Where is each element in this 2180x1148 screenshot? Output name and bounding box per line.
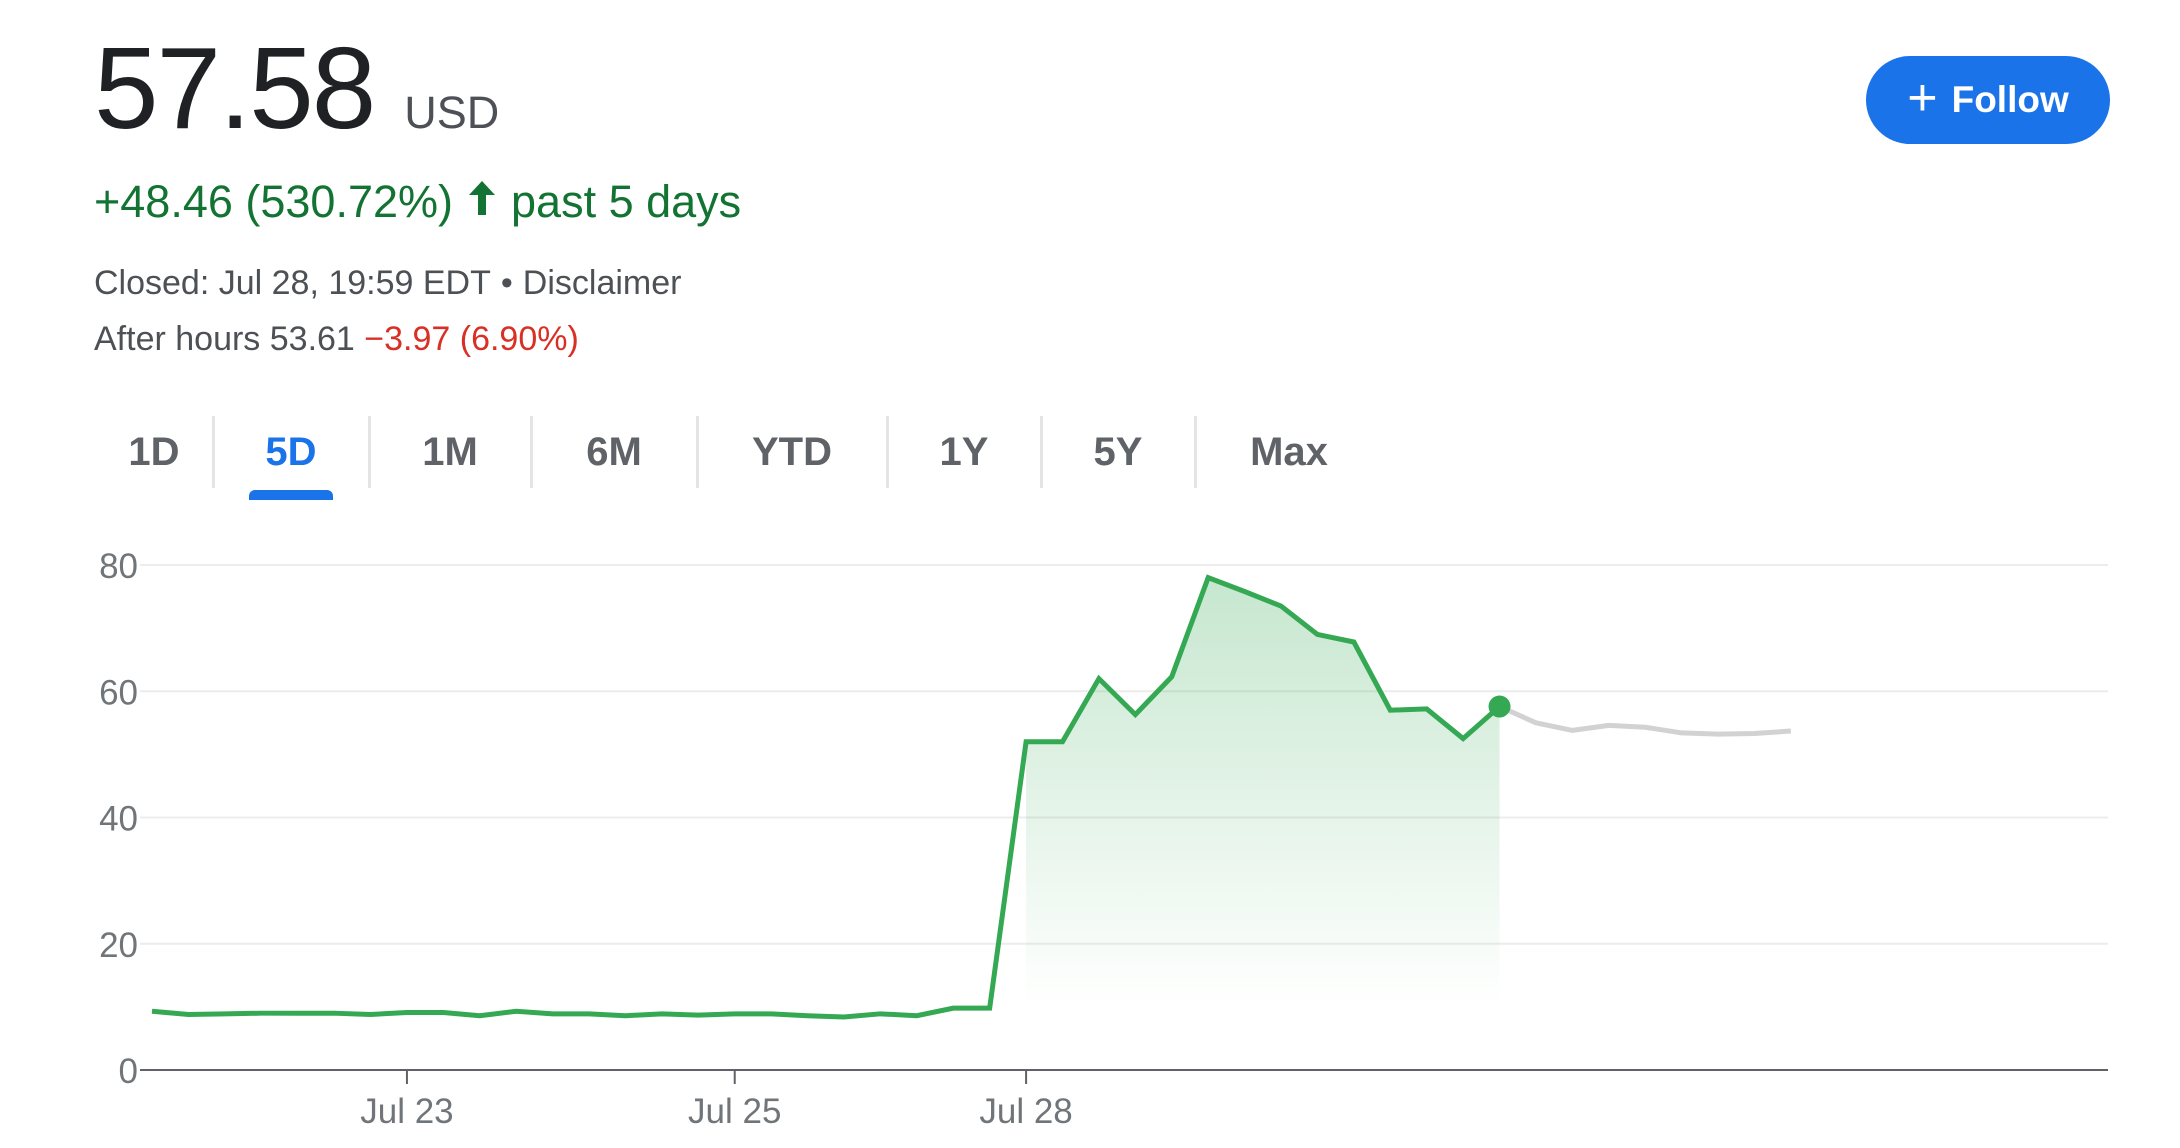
data-points: [1488, 695, 1511, 718]
tab-label: Max: [1250, 430, 1328, 474]
price-chart[interactable]: 0 20 40 60 80 Jul 23 Jul 25 Jul 28: [0, 520, 2180, 1148]
tab-divider: [1040, 416, 1043, 488]
tab-label: 1Y: [939, 430, 989, 474]
area-fill-shape: [1026, 577, 1500, 1007]
x-axis: Jul 23 Jul 25 Jul 28: [140, 1069, 2108, 1131]
tab-divider: [886, 416, 889, 488]
x-tick-label: Jul 28: [979, 1092, 1072, 1131]
tab-label: 5D: [265, 430, 317, 474]
price-header: 57.58 USD: [94, 30, 499, 146]
tab-label: 6M: [586, 430, 642, 474]
tab-label: 1D: [128, 430, 180, 474]
tab-divider: [212, 416, 215, 488]
market-status: Closed: Jul 28, 19:59 EDT • Disclaimer: [94, 264, 681, 303]
tab-1m[interactable]: 1M: [370, 408, 530, 500]
tab-divider: [1194, 416, 1197, 488]
change-value: +48.46 (530.72%): [94, 176, 454, 227]
after-hours: After hours 53.61 −3.97 (6.90%): [94, 320, 579, 359]
tab-6m[interactable]: 6M: [532, 408, 696, 500]
separator: •: [500, 264, 513, 302]
tab-1d[interactable]: 1D: [94, 408, 214, 500]
current-price-point: [1488, 695, 1511, 718]
price-change: +48.46 (530.72%) past 5 days: [94, 176, 741, 228]
tab-ytd[interactable]: YTD: [698, 408, 886, 500]
follow-button[interactable]: + Follow: [1866, 56, 2110, 144]
y-tick-label: 80: [99, 547, 138, 586]
tab-divider: [696, 416, 699, 488]
tab-5d[interactable]: 5D: [214, 408, 368, 500]
after-hours-change: −3.97 (6.90%): [364, 320, 579, 358]
x-tick-label: Jul 23: [360, 1092, 453, 1131]
after-hours-line: [1498, 704, 1792, 737]
tab-label: 5Y: [1093, 430, 1143, 474]
after-hours-price: After hours 53.61: [94, 320, 355, 358]
y-tick-label: 0: [119, 1052, 138, 1091]
area-fill: [1026, 577, 1500, 1007]
tab-divider: [368, 416, 371, 488]
arrow-up-icon: [467, 176, 497, 228]
tab-label: YTD: [752, 430, 832, 474]
tab-1y[interactable]: 1Y: [888, 408, 1040, 500]
x-tick-label: Jul 25: [688, 1092, 781, 1131]
tab-5y[interactable]: 5Y: [1042, 408, 1194, 500]
currency-code: USD: [404, 87, 500, 138]
y-tick-label: 60: [99, 673, 138, 712]
plus-icon: +: [1907, 68, 1938, 127]
active-tab-indicator: [249, 490, 333, 500]
regular-hours-line: [151, 574, 1502, 1020]
follow-button-label: Follow: [1951, 79, 2069, 120]
change-period: past 5 days: [511, 176, 742, 227]
y-axis-labels: 0 20 40 60 80: [99, 547, 138, 1091]
tab-divider: [530, 416, 533, 488]
closed-time: Closed: Jul 28, 19:59 EDT: [94, 264, 491, 302]
current-price: 57.58: [94, 23, 376, 153]
tab-max[interactable]: Max: [1196, 408, 1382, 500]
y-tick-label: 40: [99, 800, 138, 839]
disclaimer-link[interactable]: Disclaimer: [522, 264, 682, 302]
y-tick-label: 20: [99, 926, 138, 965]
series-lines: [151, 574, 1792, 1020]
tab-label: 1M: [422, 430, 478, 474]
